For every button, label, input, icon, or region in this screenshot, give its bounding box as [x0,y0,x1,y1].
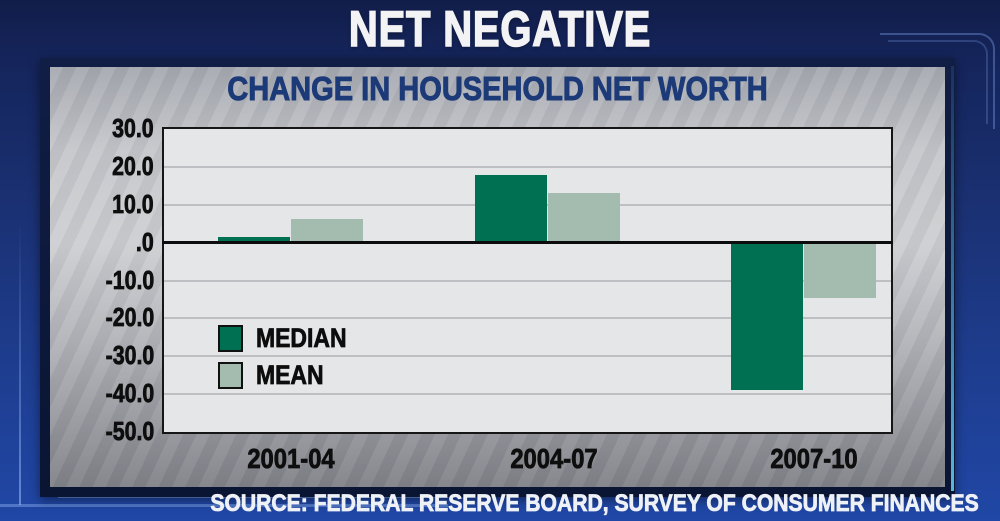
legend-median-label: MEDIAN [256,323,347,354]
y-tick-label: -30.0 [105,340,154,371]
y-tick-label: 10.0 [112,188,154,219]
source-attribution: SOURCE: FEDERAL RESERVE BOARD, SURVEY OF… [210,490,979,518]
chart-panel-inner: CHANGE IN HOUSEHOLD NET WORTH 30.0 20.0 10… [50,67,945,487]
bar-median-2004-07 [474,174,547,243]
decor-corner-line-inner [888,40,988,124]
gridline [164,165,891,168]
legend-item-median: MEDIAN [218,323,363,354]
legend-item-mean: MEAN [218,360,363,391]
gridline [164,317,891,320]
y-axis: 30.0 20.0 10.0 .0 -10.0 -20.0 -30.0 -40.0 -50.0 [50,114,154,446]
y-tick-label: 30.0 [112,113,154,143]
bar-mean-2001-04 [291,218,363,243]
legend-mean-label: MEAN [256,360,324,391]
legend: MEDIAN MEAN [218,323,363,397]
y-tick-label: -10.0 [105,264,154,295]
gridline [164,393,891,396]
x-tick-label: 2001-04 [247,443,335,475]
x-tick-label: 2004-07 [510,443,598,475]
bar-median-2007-10 [731,242,803,390]
gridline [164,279,891,282]
y-tick-label: -20.0 [105,302,154,333]
y-tick-label: .0 [136,226,154,257]
panel-cyan-edge [951,66,954,491]
plot-area: MEDIAN MEAN [162,127,893,434]
gridline [164,355,891,358]
x-tick-label: 2007-10 [770,443,858,475]
decor-corner-line [880,33,995,129]
y-tick-label: -50.0 [105,416,154,446]
chart-title: CHANGE IN HOUSEHOLD NET WORTH [227,70,768,108]
legend-mean-swatch [218,362,243,389]
bar-median-2001-04 [218,236,290,243]
decor-vertical-line [19,220,21,505]
bar-mean-2007-10 [804,242,876,299]
decor-horizontal-line-2 [0,504,448,507]
chart-panel: CHANGE IN HOUSEHOLD NET WORTH 30.0 20.0 10… [40,58,955,497]
legend-median-swatch [218,325,243,352]
bar-mean-2004-07 [547,193,620,243]
decor-horizontal-line-1 [58,496,448,498]
zero-axis-line [162,241,893,245]
y-tick-label: -40.0 [105,378,154,409]
headline-title: NET NEGATIVE [348,1,652,57]
y-tick-label: 20.0 [112,150,154,181]
